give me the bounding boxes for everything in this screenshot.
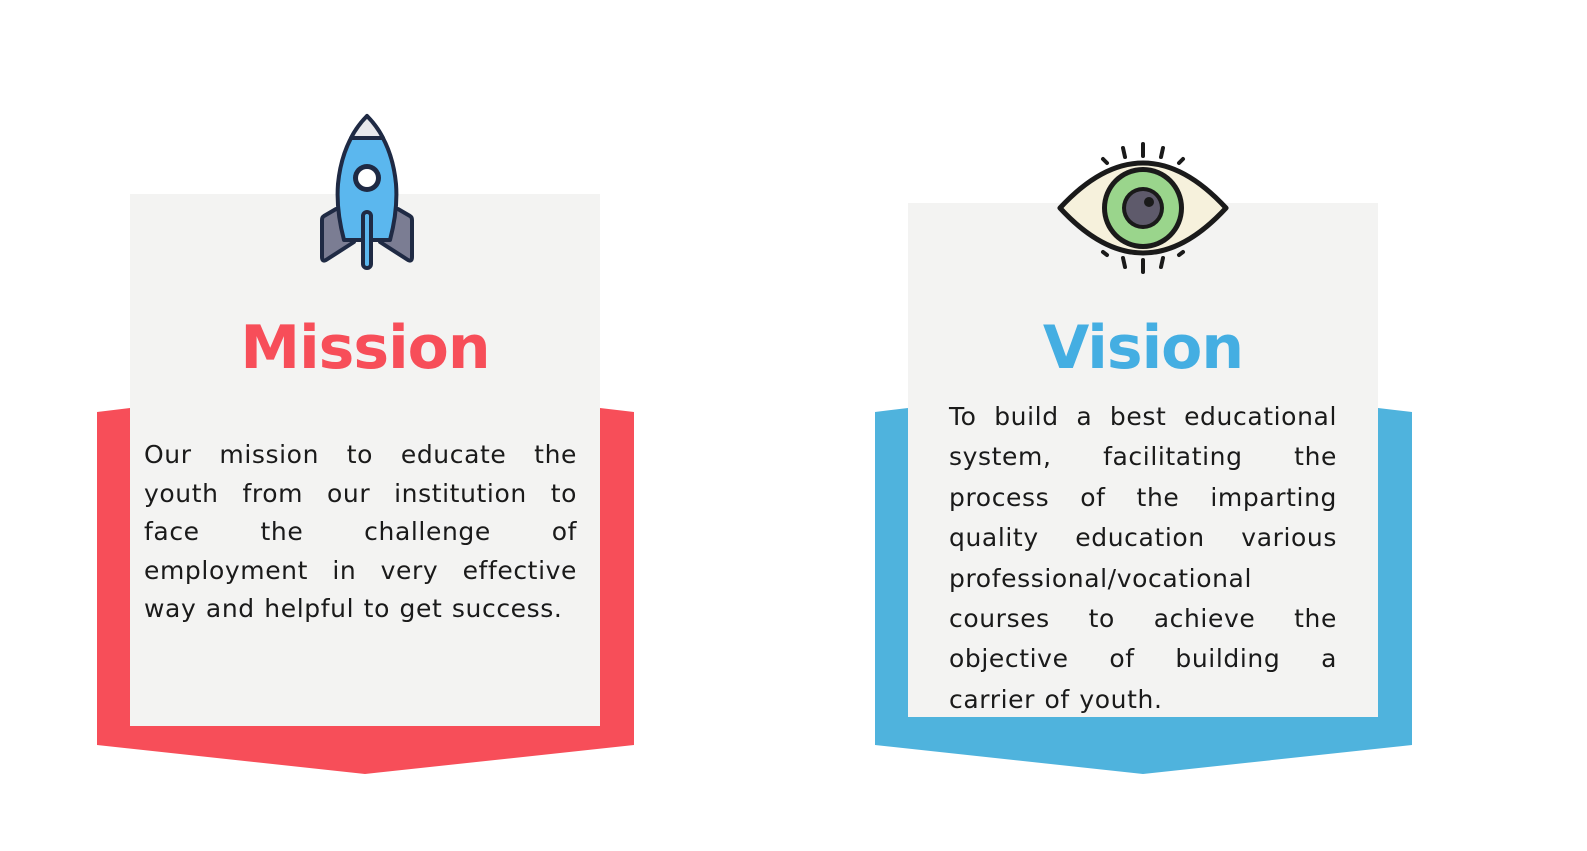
mission-title: Mission [240,313,490,383]
vision-text: To build a best educational system, faci… [949,402,1337,714]
mission-ribbon [97,408,634,774]
eye-icon [1057,142,1229,274]
vision-ribbon [875,408,1412,774]
mission-panel [130,194,600,726]
rocket-icon [320,114,414,270]
vision-title: Vision [1042,313,1244,383]
mission-text: Our mission to educate the youth from ou… [144,440,577,623]
vision-panel [908,203,1378,717]
mission-card: Mission Our mission to educate the youth… [97,114,634,774]
